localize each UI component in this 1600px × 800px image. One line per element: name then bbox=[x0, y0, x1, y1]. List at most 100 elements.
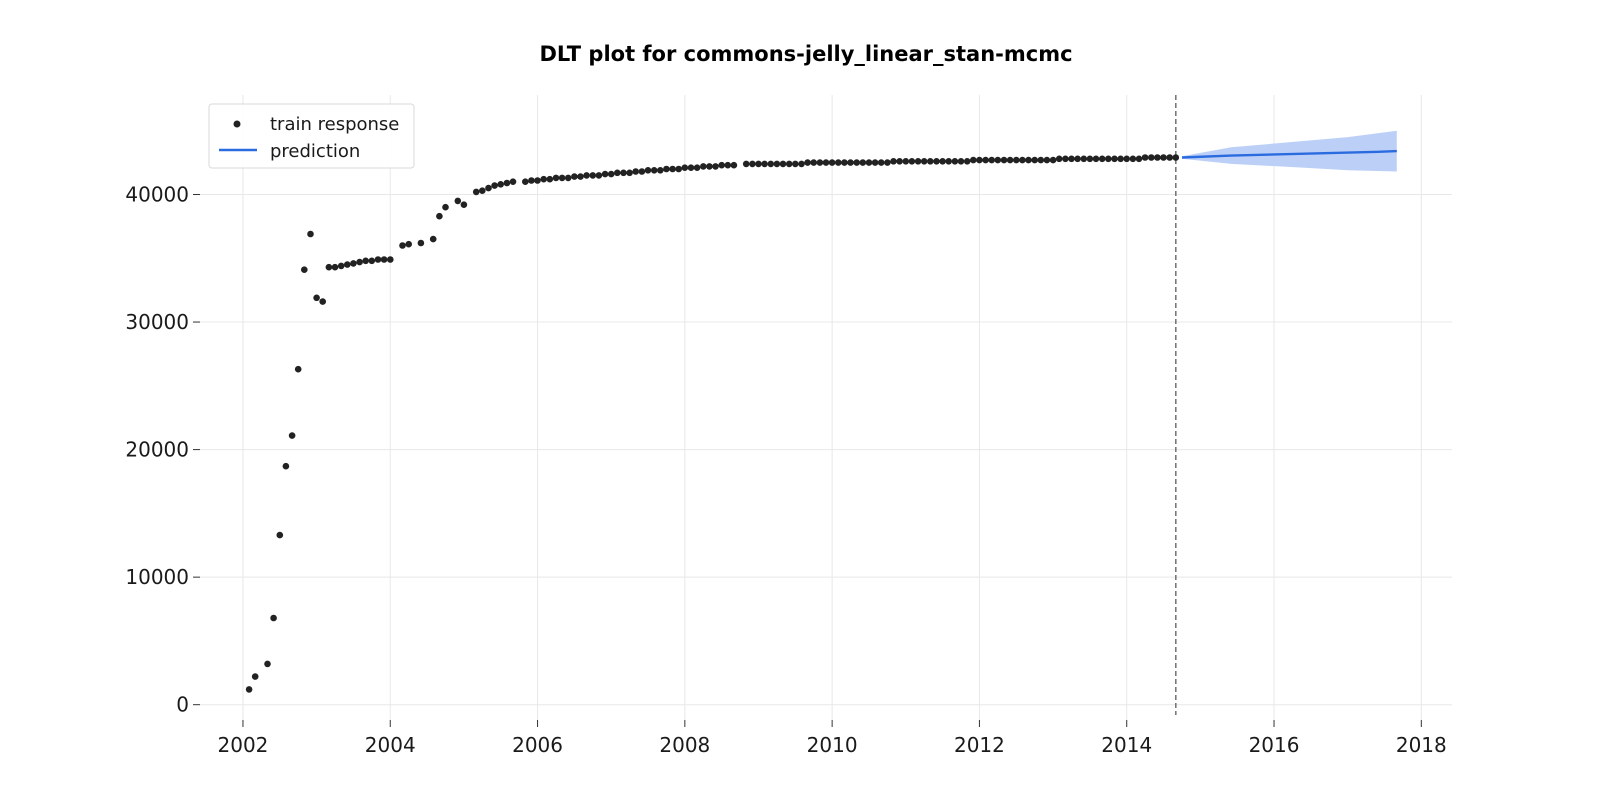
train-response-point bbox=[1006, 156, 1014, 164]
x-tick-label: 2016 bbox=[1249, 733, 1300, 757]
train-response-point bbox=[835, 159, 842, 166]
train-response-point bbox=[828, 159, 836, 166]
chart-title: DLT plot for commons-jelly_linear_stan-m… bbox=[539, 42, 1072, 66]
train-response-point bbox=[607, 170, 615, 178]
y-tick-label: 20000 bbox=[125, 438, 189, 462]
train-response-point bbox=[620, 169, 627, 177]
train-response-point bbox=[902, 158, 910, 165]
train-response-point bbox=[1111, 155, 1118, 163]
train-response-point bbox=[362, 257, 370, 265]
x-tick-label: 2008 bbox=[659, 733, 710, 757]
train-response-point bbox=[669, 165, 676, 173]
train-response-point bbox=[491, 182, 498, 189]
train-response-point bbox=[877, 159, 885, 166]
train-response-point bbox=[251, 673, 259, 680]
train-response-point bbox=[792, 160, 799, 168]
train-response-point bbox=[982, 156, 989, 164]
train-response-point bbox=[577, 173, 584, 180]
train-response-point bbox=[939, 158, 946, 165]
train-response-point bbox=[896, 158, 903, 165]
train-response-point bbox=[1062, 155, 1069, 163]
train-response-point bbox=[767, 160, 775, 168]
train-response-point bbox=[485, 184, 492, 192]
train-response-point bbox=[356, 258, 363, 266]
train-response-point bbox=[755, 160, 762, 168]
train-response-point bbox=[871, 159, 879, 166]
train-response-point bbox=[479, 187, 486, 194]
train-response-point bbox=[503, 179, 511, 187]
train-response-point bbox=[276, 531, 284, 539]
train-response-point bbox=[1105, 155, 1112, 163]
train-response-point bbox=[374, 256, 382, 263]
train-response-point bbox=[798, 160, 805, 168]
train-response-point bbox=[380, 256, 388, 263]
train-response-point bbox=[908, 158, 916, 165]
train-response-point bbox=[779, 160, 787, 168]
legend-label-train-response: train response bbox=[270, 114, 399, 135]
train-response-point bbox=[282, 462, 290, 470]
train-response-point bbox=[693, 164, 701, 171]
train-response-point bbox=[571, 173, 578, 180]
train-response-point bbox=[1049, 156, 1057, 164]
x-tick-label: 2004 bbox=[365, 733, 416, 757]
train-response-point bbox=[534, 177, 541, 184]
y-tick-label: 30000 bbox=[125, 310, 189, 334]
train-response-point bbox=[558, 174, 566, 182]
legend-dot-icon bbox=[233, 120, 241, 128]
train-response-point bbox=[970, 156, 977, 164]
train-response-point bbox=[1154, 154, 1161, 161]
train-response-point bbox=[700, 163, 707, 170]
train-response-point bbox=[1166, 154, 1173, 161]
prediction-line bbox=[1181, 149, 1397, 159]
train-response-point bbox=[712, 163, 719, 170]
train-response-point bbox=[331, 263, 339, 271]
train-response-point bbox=[687, 164, 695, 171]
train-response-point bbox=[865, 159, 873, 166]
train-response-point bbox=[914, 158, 922, 165]
train-response-point bbox=[626, 169, 633, 177]
y-tick-label: 0 bbox=[176, 693, 189, 717]
train-response-point bbox=[399, 242, 406, 249]
train-response-point bbox=[436, 212, 443, 220]
train-response-point bbox=[957, 158, 965, 165]
train-response-point bbox=[368, 257, 376, 265]
train-response-point bbox=[638, 168, 646, 175]
train-response-point bbox=[417, 239, 425, 247]
axes: 0 10000 20000 30000 40000 2002 2004 2006 2008 201… bbox=[125, 182, 1446, 757]
train-response-point bbox=[350, 260, 357, 267]
train-response-point bbox=[963, 158, 971, 165]
train-response-point bbox=[1129, 155, 1137, 163]
train-response-point bbox=[730, 161, 738, 169]
train-response-point bbox=[1172, 154, 1180, 161]
train-response-point bbox=[927, 158, 934, 165]
train-response-point bbox=[1135, 155, 1143, 163]
train-response-point bbox=[816, 159, 824, 166]
train-response-point bbox=[1123, 155, 1130, 163]
train-response-point bbox=[387, 256, 394, 263]
train-response-point bbox=[595, 172, 603, 179]
train-response-point bbox=[294, 365, 302, 373]
train-response-point bbox=[429, 235, 437, 243]
train-response-point bbox=[405, 240, 413, 248]
y-tick-label: 10000 bbox=[125, 565, 189, 589]
train-response-point bbox=[884, 159, 891, 166]
train-response-point bbox=[663, 165, 670, 173]
train-response-point bbox=[822, 159, 830, 166]
train-response-point bbox=[313, 294, 320, 302]
train-response-point bbox=[773, 160, 781, 168]
x-tick-label: 2014 bbox=[1101, 733, 1152, 757]
train-response-point bbox=[644, 167, 652, 174]
train-response-point bbox=[1148, 154, 1155, 161]
train-response-point bbox=[509, 178, 517, 185]
legend: train response prediction bbox=[208, 103, 415, 169]
train-response-point bbox=[976, 156, 983, 164]
train-response-point bbox=[583, 172, 590, 179]
train-response-point bbox=[920, 158, 928, 165]
train-response-points bbox=[245, 154, 1180, 693]
train-response-point bbox=[890, 158, 897, 165]
train-response-point bbox=[742, 160, 750, 168]
train-response-point bbox=[1141, 154, 1149, 161]
train-response-point bbox=[454, 197, 462, 205]
train-response-point bbox=[724, 161, 732, 169]
